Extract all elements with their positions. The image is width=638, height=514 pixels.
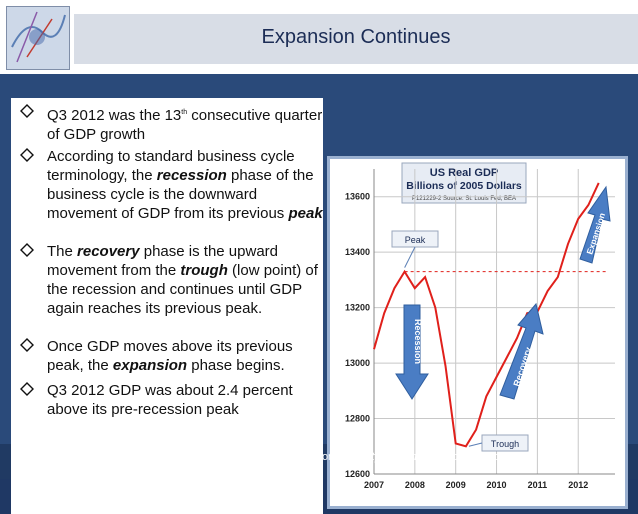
page-title: Expansion Continues — [261, 26, 451, 48]
y-tick-label: 12600 — [345, 469, 370, 479]
expansion-arrow — [579, 185, 611, 264]
recession-arrow — [395, 304, 429, 400]
footer-link[interactable]: http://dolanecon.blogspot.com — [362, 451, 510, 463]
bullet-text: Q3 2012 was the 13 — [47, 107, 182, 124]
footer-text: Posted Dec. 29, 2012 on Ed Dolan’s Econ … — [128, 451, 363, 463]
chart-title: US Real GDP — [430, 167, 498, 179]
diamond-bullet-icon — [20, 104, 34, 118]
y-tick-label: 13000 — [345, 358, 370, 368]
diamond-bullet-icon — [20, 243, 34, 257]
y-tick-label: 13400 — [345, 247, 370, 257]
x-tick-label: 2008 — [405, 480, 425, 490]
bullet-emphasis: trough — [180, 262, 228, 279]
y-tick-label: 12800 — [345, 414, 370, 424]
chart-series — [373, 182, 600, 448]
footer: Posted Dec. 29, 2012 on Ed Dolan’s Econ … — [0, 451, 638, 463]
diamond-bullet-icon — [20, 338, 34, 352]
x-tick-label: 2010 — [487, 480, 507, 490]
bullet-text: Once GDP moves above its previous peak, … — [47, 338, 293, 374]
trough-pointer — [468, 442, 483, 447]
gdp-chart: US Real GDP Billions of 2005 Dollars P12… — [327, 156, 628, 509]
bullet-text: According to standard business cycle ter… — [47, 148, 295, 184]
bullet-text: consecutive quarter of GDP growth — [47, 107, 323, 143]
gdp-line — [373, 182, 600, 448]
diamond-bullet-icon — [20, 382, 34, 396]
x-tick-label: 2007 — [364, 480, 384, 490]
bullet-emphasis: expansion — [112, 357, 188, 374]
y-tick-label: 13200 — [345, 303, 370, 313]
recession-label: Recession — [413, 319, 423, 364]
logo-image — [6, 6, 70, 70]
x-tick-label: 2009 — [446, 480, 466, 490]
chart-source: P121229-2 Source: St. Louis Fed, BEA — [412, 196, 516, 202]
x-tick-label: 2012 — [568, 480, 588, 490]
bullet-text: (low point) of the recession and continu… — [47, 262, 318, 317]
bullet-emphasis: recession — [156, 167, 227, 184]
text-panel: Q3 2012 was the 13th consecutive quarter… — [11, 98, 323, 514]
peak-pointer — [404, 246, 416, 268]
recovery-arrow — [499, 302, 544, 400]
bullet-emphasis: peak — [288, 205, 323, 222]
peak-label: Peak — [405, 235, 426, 245]
diamond-bullet-icon — [20, 148, 34, 162]
bullet-text: phase is the upward movement from the — [47, 243, 278, 279]
bullet-emphasis: recovery — [77, 243, 140, 260]
header: Expansion Continues — [0, 0, 638, 74]
chart-subtitle: Billions of 2005 Dollars — [406, 180, 522, 192]
x-tick-label: 2011 — [528, 480, 548, 490]
trough-label: Trough — [491, 439, 519, 449]
bullet-text: Q3 2012 GDP was about 2.4 percent above … — [47, 382, 293, 418]
bullet-text: The — [47, 243, 78, 260]
title-band — [74, 14, 638, 64]
chart-svg: US Real GDP Billions of 2005 Dollars P12… — [330, 159, 625, 506]
bullet-text: phase begins. — [187, 357, 285, 374]
y-tick-label: 13600 — [345, 192, 370, 202]
bullet-text: phase of the business cycle is the downw… — [47, 167, 314, 222]
bullet-sup: th — [181, 109, 188, 116]
content-area: Q3 2012 was the 13th consecutive quarter… — [0, 74, 638, 514]
